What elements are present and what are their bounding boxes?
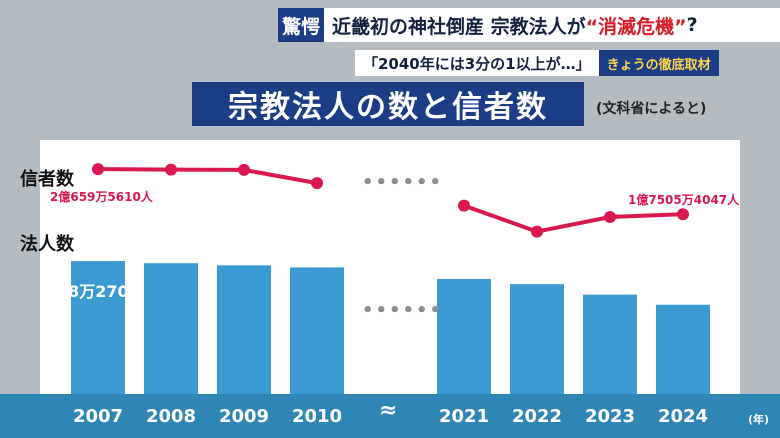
headline-text: 近畿初の神社倒産 宗教法人が “消滅危機” ? — [324, 8, 780, 42]
x-tick-label: 2023 — [584, 406, 636, 427]
axis-break-icon: ≈ — [379, 398, 398, 423]
x-tick-label: 2008 — [145, 406, 197, 427]
bar-corporations-2022 — [510, 284, 564, 394]
legend-believers: 信者数 — [20, 169, 74, 190]
headline-highlight: “消滅危機” — [585, 15, 687, 38]
headline-tag: 驚愕 — [278, 8, 324, 42]
headline-prefix: 近畿初の神社倒産 宗教法人が — [332, 15, 586, 38]
subheadline-quote: 「2040年には3分の1以上が…」 — [355, 50, 599, 76]
headline-suffix: ? — [686, 14, 698, 36]
chart-source: (文科省によると) — [596, 101, 707, 117]
gap-ellipsis-bars: •••••• — [362, 300, 444, 321]
subheadline-banner: 「2040年には3分の1以上が…」 きょうの徹底取材 — [355, 50, 719, 76]
point-believers-2023 — [604, 211, 616, 223]
bar-corporations-2023 — [583, 294, 637, 394]
chart-title: 宗教法人の数と信者数 — [192, 82, 584, 126]
data-label-corps-first: 18万2709 — [57, 282, 140, 301]
x-tick-label: 2022 — [511, 406, 563, 427]
bar-corporations-2021 — [437, 278, 491, 394]
line-believers-segment-2 — [463, 203, 684, 234]
point-believers-2007 — [92, 163, 104, 176]
point-believers-2010 — [311, 177, 323, 190]
x-tick-label: 2024 — [657, 406, 709, 427]
point-believers-2024 — [677, 208, 689, 221]
data-label-corps-last: 17万8537 — [646, 282, 729, 301]
bar-corporations-2008 — [144, 263, 198, 394]
x-tick-label: 2010 — [291, 406, 343, 427]
point-believers-2022 — [531, 225, 543, 238]
x-axis-unit: (年) — [748, 413, 770, 426]
program-name: きょうの徹底取材 — [598, 50, 719, 76]
data-label-believers-first: 2億659万5610人 — [50, 190, 153, 204]
bar-corporations-2010 — [290, 267, 344, 394]
bar-corporations-2024 — [656, 304, 710, 394]
x-tick-label: 2009 — [218, 406, 270, 427]
line-believers-segment-1 — [97, 167, 318, 186]
legend-corporations: 法人数 — [20, 234, 74, 255]
x-tick-label: 2007 — [72, 406, 124, 427]
x-tick-label: 2021 — [438, 406, 490, 427]
x-axis-band — [0, 394, 780, 438]
point-believers-2021 — [458, 199, 470, 212]
point-believers-2009 — [238, 163, 250, 176]
bar-corporations-2009 — [217, 265, 271, 394]
bar-corporations-2007 — [71, 261, 125, 394]
point-believers-2008 — [165, 163, 177, 176]
data-label-believers-last: 1億7505万4047人 — [628, 193, 740, 207]
gap-ellipsis-line: •••••• — [362, 172, 444, 193]
headline-banner: 驚愕 近畿初の神社倒産 宗教法人が “消滅危機” ? — [278, 8, 780, 42]
